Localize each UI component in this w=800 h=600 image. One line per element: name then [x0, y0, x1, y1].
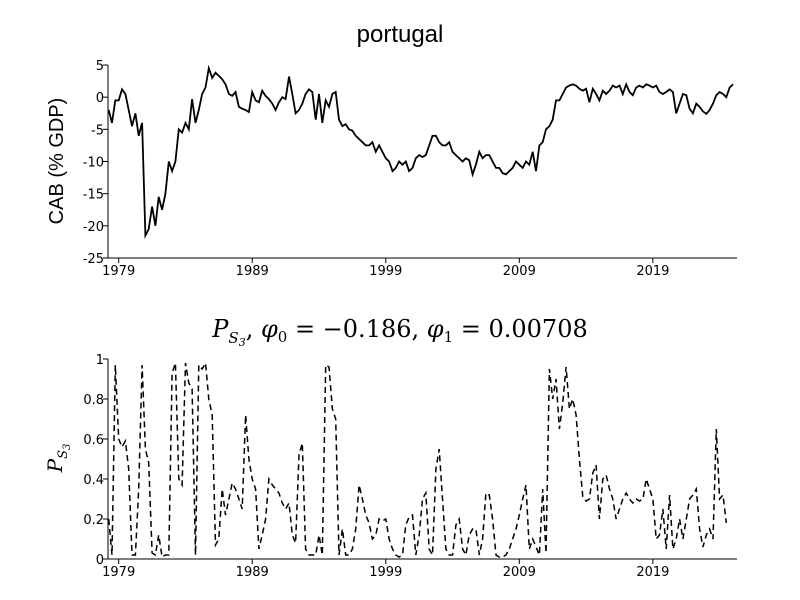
ps3-ylabel-subsub: 3	[62, 444, 73, 450]
cab-series-line	[107, 64, 734, 240]
ps3-title-sub0: 0	[278, 328, 288, 346]
ps3-title-subsub: 3	[239, 336, 246, 349]
cab-y-tick-label: -10	[83, 156, 104, 171]
cab-chart: portugal CAB (% GDP) 5 0 -5 -10 -15 -20 -25 19…	[46, 21, 737, 279]
ps3-y-tick-label: 0.4	[83, 473, 104, 488]
ps3-y-tick-label: 1	[96, 353, 104, 368]
ps3-x-tick-label: 1999	[369, 565, 402, 580]
ps3-title-eq1: = −0.186,	[287, 315, 426, 343]
ps3-chart-series	[107, 360, 728, 559]
ps3-title-phi0: φ	[261, 315, 278, 343]
ps3-ylabel-sub: S	[56, 450, 71, 459]
ps3-x-tick-label: 2019	[636, 565, 669, 580]
ps3-title-rest1: ,	[246, 315, 261, 343]
ps3-x-tick-label: 1979	[102, 565, 135, 580]
ps3-y-tick-label: 0.6	[83, 433, 104, 448]
cab-chart-series	[107, 64, 734, 240]
ps3-title-phi1: φ	[427, 315, 444, 343]
ps3-title-eq2: = 0.00708	[453, 315, 588, 343]
ps3-series-line	[107, 360, 728, 559]
ps3-chart-axes	[107, 359, 737, 560]
ps3-title-p: P	[211, 315, 229, 343]
ps3-y-tick-label: 0.2	[83, 513, 104, 528]
cab-y-tick-label: -20	[83, 220, 104, 235]
ps3-chart-y-ticks: 1 0.8 0.6 0.4 0.2 0	[83, 353, 108, 568]
cab-y-tick-label: -5	[91, 123, 104, 138]
ps3-y-tick-label: 0	[96, 553, 104, 568]
cab-chart-x-ticks: 1979 1989 1999 2009 2019	[102, 258, 669, 279]
ps3-title-sub: S	[228, 329, 238, 347]
cab-x-tick-label: 1989	[236, 264, 269, 279]
cab-x-tick-label: 2009	[503, 264, 536, 279]
ps3-chart-title: PS3, φ0 = −0.186, φ1 = 0.00708	[211, 315, 588, 349]
cab-x-tick-label: 2019	[636, 264, 669, 279]
cab-y-tick-label: 0	[96, 91, 104, 106]
cab-x-tick-label: 1979	[102, 264, 135, 279]
ps3-x-tick-label: 2009	[503, 565, 536, 580]
cab-chart-y-ticks: 5 0 -5 -10 -15 -20 -25	[83, 59, 108, 267]
ps3-title-sub1: 1	[444, 328, 454, 346]
cab-y-tick-label: -15	[83, 188, 104, 203]
ps3-chart-x-ticks: 1979 1989 1999 2009 2019	[102, 559, 669, 580]
cab-chart-ylabel: CAB (% GDP)	[46, 98, 68, 225]
ps3-x-tick-label: 1989	[236, 565, 269, 580]
ps3-chart-ylabel: PS3	[43, 444, 73, 474]
cab-y-tick-label: 5	[96, 59, 104, 74]
ps3-chart: PS3, φ0 = −0.186, φ1 = 0.00708 PS3 10.80…	[43, 315, 737, 580]
ps3-ylabel-p: P	[43, 458, 67, 473]
cab-y-tick-label: -25	[83, 252, 104, 267]
cab-x-tick-label: 1999	[369, 264, 402, 279]
cab-chart-title: portugal	[357, 21, 444, 48]
ps3-y-tick-label: 0.8	[83, 393, 104, 408]
